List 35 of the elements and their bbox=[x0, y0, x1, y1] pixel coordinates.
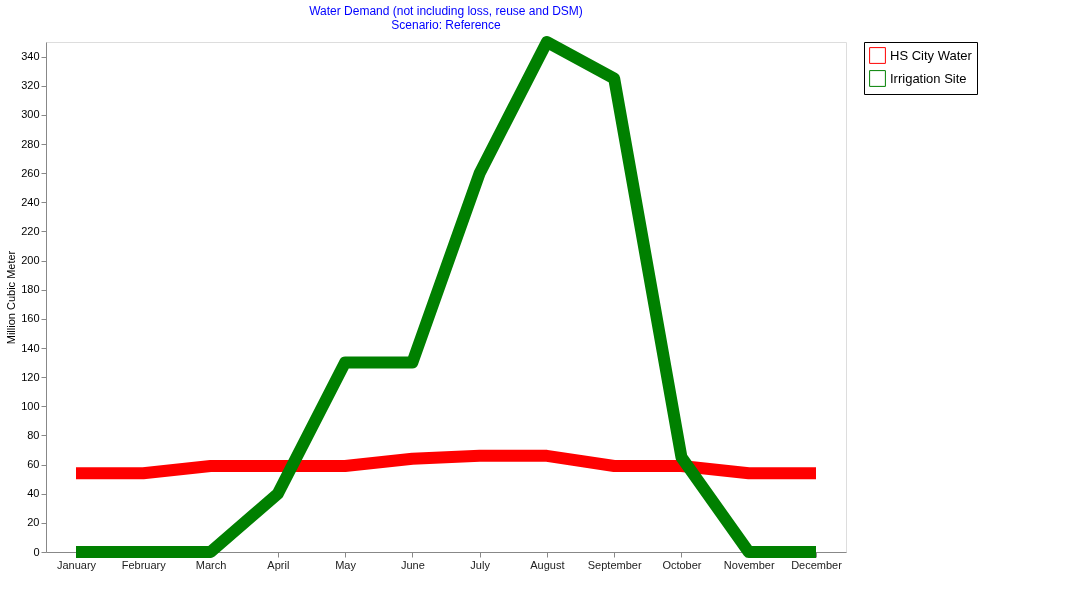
chart-title: Water Demand (not including loss, reuse and DSM) bbox=[309, 4, 583, 18]
x-tick-label: June bbox=[400, 558, 425, 571]
x-tick-label: April bbox=[267, 558, 290, 571]
y-tick-label: 120 bbox=[21, 370, 40, 383]
y-tick-label: 80 bbox=[27, 428, 40, 441]
x-tick-label: January bbox=[56, 558, 97, 571]
y-tick-label: 320 bbox=[21, 79, 40, 92]
y-tick-label: 180 bbox=[21, 283, 40, 296]
y-tick-label: 20 bbox=[27, 516, 40, 529]
legend-label: HS City Water bbox=[890, 47, 973, 63]
x-tick-label: November bbox=[723, 558, 775, 571]
x-tick-label: February bbox=[121, 558, 167, 571]
y-axis-title: Million Cubic Meter bbox=[5, 250, 18, 345]
y-tick-label: 300 bbox=[21, 108, 40, 121]
y-tick-label: 340 bbox=[21, 50, 40, 63]
y-tick-label: 240 bbox=[21, 195, 40, 208]
y-tick-label: 0 bbox=[33, 545, 40, 558]
y-tick-label: 60 bbox=[27, 458, 40, 471]
y-tick-label: 220 bbox=[21, 224, 40, 237]
x-tick-label: July bbox=[470, 558, 491, 571]
y-tick-label: 280 bbox=[21, 137, 40, 150]
x-tick-label: August bbox=[530, 558, 565, 571]
chart-subtitle: Scenario: Reference bbox=[391, 18, 502, 32]
y-tick-label: 160 bbox=[21, 312, 40, 325]
x-tick-label: May bbox=[335, 558, 357, 571]
x-tick-label: September bbox=[587, 558, 642, 571]
x-tick-label: October bbox=[662, 558, 702, 571]
y-tick-label: 40 bbox=[27, 487, 40, 500]
y-tick-label: 200 bbox=[21, 254, 40, 267]
y-tick-label: 140 bbox=[21, 341, 40, 354]
y-tick-label: 100 bbox=[21, 399, 40, 412]
x-tick-label: December bbox=[791, 558, 843, 571]
legend-label: Irrigation Site bbox=[890, 70, 967, 86]
y-tick-label: 260 bbox=[21, 166, 40, 179]
x-tick-label: March bbox=[195, 558, 227, 571]
